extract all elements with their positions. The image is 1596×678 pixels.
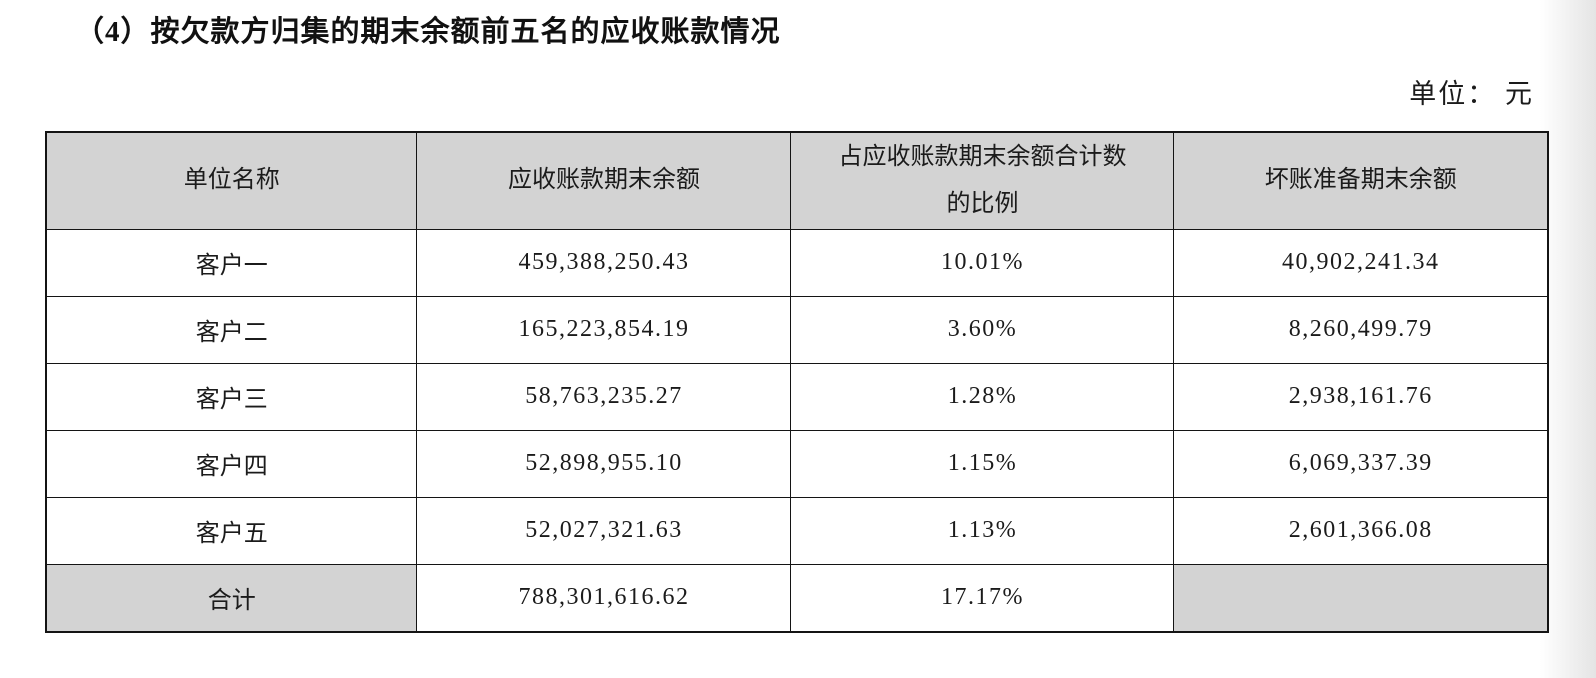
cell-unit-name: 客户三 [45, 362, 418, 431]
cell-bad-debt-reserve: 40,902,241.34 [1173, 228, 1549, 297]
table-header-row: 单位名称 应收账款期末余额 占应收账款期末余额合计数的比例 坏账准备期末余额 [45, 131, 1549, 230]
header-ending-balance: 应收账款期末余额 [416, 131, 792, 230]
cell-ending-balance: 52,898,955.10 [416, 429, 792, 498]
cell-ending-balance: 58,763,235.27 [416, 362, 792, 431]
cell-ratio: 1.28% [790, 362, 1175, 431]
table-row: 客户五 52,027,321.63 1.13% 2,601,366.08 [45, 496, 1549, 565]
cell-bad-debt-reserve: 2,938,161.76 [1173, 362, 1549, 431]
cell-ending-balance: 52,027,321.63 [416, 496, 792, 565]
table-total-row: 合计 788,301,616.62 17.17% [45, 563, 1549, 633]
cell-bad-debt-reserve: 2,601,366.08 [1173, 496, 1549, 565]
cell-ratio: 10.01% [790, 228, 1175, 297]
cell-unit-name: 客户一 [45, 228, 418, 297]
table-row: 客户一 459,388,250.43 10.01% 40,902,241.34 [45, 228, 1549, 297]
unit-label: 单位： 元 [1409, 79, 1534, 109]
cell-ratio: 1.15% [790, 429, 1175, 498]
cell-total-ratio: 17.17% [790, 563, 1175, 633]
section-title: （4）按欠款方归集的期末余额前五名的应收账款情况 [75, 16, 781, 48]
cell-total-label: 合计 [45, 563, 418, 633]
header-bad-debt-reserve: 坏账准备期末余额 [1173, 131, 1549, 230]
cell-unit-name: 客户五 [45, 496, 418, 565]
cell-bad-debt-reserve: 6,069,337.39 [1173, 429, 1549, 498]
cell-ending-balance: 459,388,250.43 [416, 228, 792, 297]
cell-bad-debt-reserve: 8,260,499.79 [1173, 295, 1549, 364]
cell-total-bad-debt-reserve [1173, 563, 1549, 633]
table-row: 客户四 52,898,955.10 1.15% 6,069,337.39 [45, 429, 1549, 498]
table-row: 客户三 58,763,235.27 1.28% 2,938,161.76 [45, 362, 1549, 431]
cell-unit-name: 客户二 [45, 295, 418, 364]
cell-ratio: 1.13% [790, 496, 1175, 565]
header-unit-name: 单位名称 [45, 131, 418, 230]
cell-total-ending-balance: 788,301,616.62 [416, 563, 792, 633]
cell-ending-balance: 165,223,854.19 [416, 295, 792, 364]
cell-ratio: 3.60% [790, 295, 1175, 364]
receivables-top5-table: 单位名称 应收账款期末余额 占应收账款期末余额合计数的比例 坏账准备期末余额 客… [45, 131, 1549, 633]
header-ratio: 占应收账款期末余额合计数的比例 [790, 131, 1175, 230]
table-row: 客户二 165,223,854.19 3.60% 8,260,499.79 [45, 295, 1549, 364]
cell-unit-name: 客户四 [45, 429, 418, 498]
